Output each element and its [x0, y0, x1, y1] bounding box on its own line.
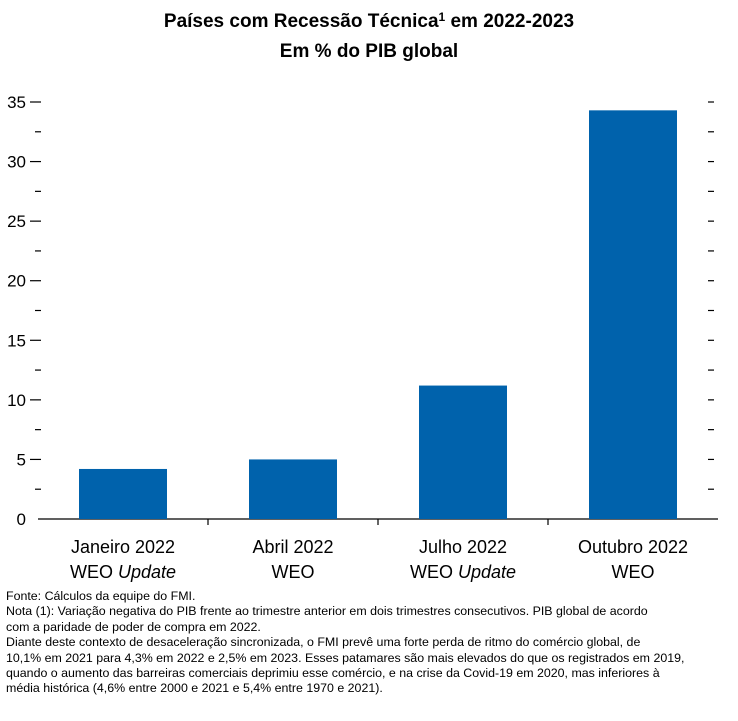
source-note: Fonte: Cálculos da equipe do FMI.: [6, 589, 196, 603]
x-tick-label-word: WEO: [272, 562, 315, 582]
x-tick-label-line2: WEO: [272, 562, 315, 582]
text-line-4: média histórica (4,6% entre 2000 e 2021 …: [6, 681, 383, 696]
note-line-2: com a paridade de poder de compra em 202…: [6, 619, 261, 634]
x-tick-label-word: WEO: [410, 562, 453, 582]
text-line-1: Diante deste contexto de desaceleração s…: [6, 635, 641, 650]
text-line-3: quando o aumento das barreiras comerciai…: [6, 666, 660, 681]
chart-title: Países com Recessão Técnica1 em 2022-202…: [0, 10, 738, 33]
y-tick-label: 5: [17, 450, 26, 469]
bar: [589, 110, 677, 519]
bar: [419, 385, 507, 519]
y-tick-label: 35: [7, 93, 26, 112]
y-tick-label: 30: [7, 153, 26, 172]
x-tick-label-word: WEO: [612, 562, 655, 582]
x-tick-label-line2: WEO: [612, 562, 655, 582]
x-tick-label-word: WEO: [70, 562, 113, 582]
y-tick-label: 20: [7, 272, 26, 291]
bar: [249, 459, 337, 519]
x-tick-label-word: Update: [113, 562, 176, 582]
chart-title-suffix: em 2022-2023: [445, 11, 575, 32]
y-tick-label: 25: [7, 212, 26, 231]
y-tick-label: 0: [17, 510, 26, 529]
bar-chart: 0 5 10 15 20 25 30 35 Janeiro 2022 WEO Update Abri…: [7, 93, 718, 582]
note-line-1: Nota (1): Variação negativa do PIB frent…: [6, 604, 648, 619]
chart-title-text: Países com Recessão Técnica: [163, 11, 439, 32]
x-tick-label: Janeiro 2022: [71, 537, 175, 557]
text-line-2: 10,1% em 2021 para 4,3% em 2022 e 2,5% e…: [6, 650, 685, 665]
x-tick-label: Julho 2022: [419, 537, 507, 557]
chart-title-superscript: 1: [438, 10, 446, 24]
y-tick-label: 10: [7, 391, 26, 410]
chart-subtitle: Em % do PIB global: [279, 41, 459, 62]
x-tick-label: Outubro 2022: [578, 537, 688, 557]
x-tick-label: Abril 2022: [252, 537, 333, 557]
y-tick-label: 15: [7, 331, 26, 350]
x-tick-label-line2: WEO Update: [70, 562, 176, 582]
bar: [79, 468, 167, 519]
x-tick-label-line2: WEO Update: [410, 562, 516, 582]
footnotes: Fonte: Cálculos da equipe do FMI. Nota (…: [6, 589, 734, 697]
x-tick-label-word: Update: [453, 562, 516, 582]
